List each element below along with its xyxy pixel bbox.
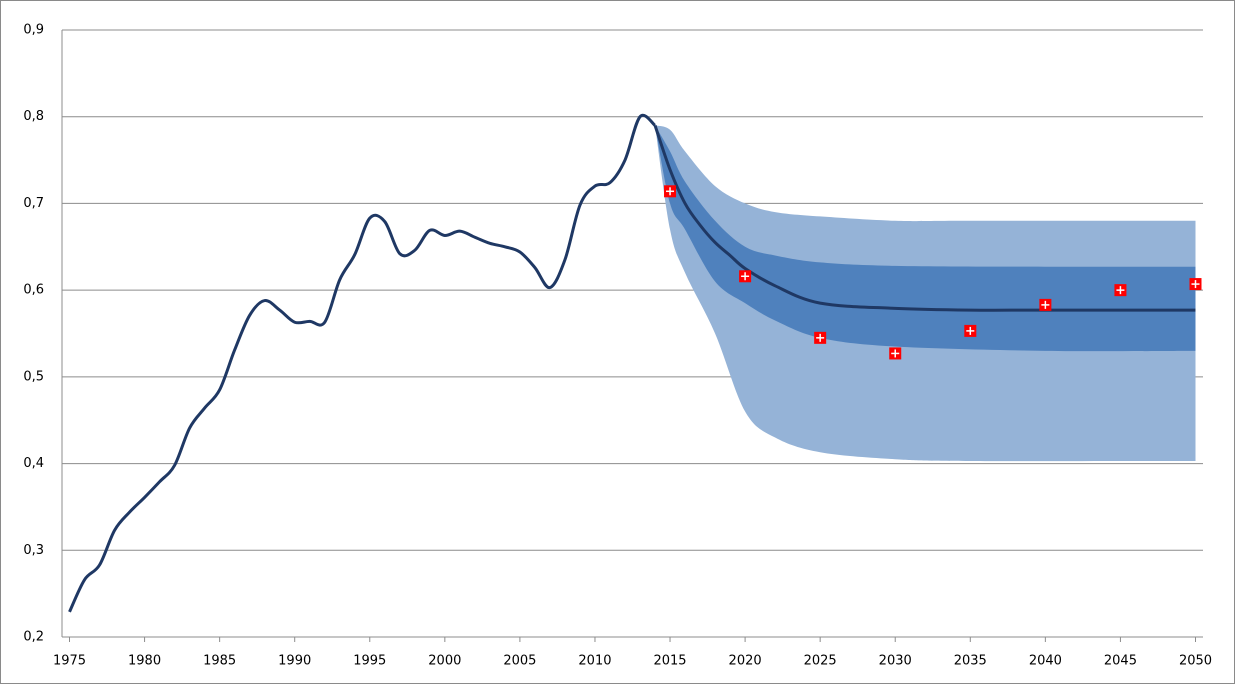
y-tick-label: 0,7 <box>23 196 44 211</box>
x-tick-label: 2005 <box>503 654 536 669</box>
y-tick-label: 0,8 <box>23 109 44 124</box>
x-tick-label: 2020 <box>729 654 762 669</box>
point-marker <box>664 185 677 198</box>
point-marker <box>1114 284 1127 297</box>
x-tick-label: 2035 <box>954 654 987 669</box>
point-marker <box>1039 298 1052 311</box>
point-marker <box>1189 278 1202 291</box>
x-tick-label: 2000 <box>428 654 461 669</box>
confidence-band <box>655 125 1196 352</box>
x-tick-label: 1995 <box>353 654 386 669</box>
y-tick-label: 0,5 <box>23 369 44 384</box>
line <box>653 124 1196 312</box>
x-tick-label: 2050 <box>1179 654 1212 669</box>
point-marker <box>739 270 752 283</box>
x-tick-label: 2030 <box>879 654 912 669</box>
x-tick-label: 1975 <box>53 654 86 669</box>
x-tick-label: 2045 <box>1104 654 1137 669</box>
point-marker <box>814 331 827 344</box>
y-tick-label: 0,4 <box>23 456 44 471</box>
point-marker <box>964 324 977 337</box>
y-tick-label: 0,9 <box>23 23 44 38</box>
x-tick-label: 2015 <box>653 654 686 669</box>
line <box>68 113 657 613</box>
point-marker <box>889 347 902 360</box>
x-tick-label: 1985 <box>203 654 236 669</box>
x-tick-label: 1980 <box>128 654 161 669</box>
x-tick-label: 2040 <box>1029 654 1062 669</box>
y-tick-label: 0,6 <box>23 283 44 298</box>
y-tick-label: 0,2 <box>23 630 44 645</box>
x-tick-label: 2010 <box>578 654 611 669</box>
y-tick-label: 0,3 <box>23 543 44 558</box>
x-tick-label: 2025 <box>804 654 837 669</box>
x-tick-label: 1990 <box>278 654 311 669</box>
